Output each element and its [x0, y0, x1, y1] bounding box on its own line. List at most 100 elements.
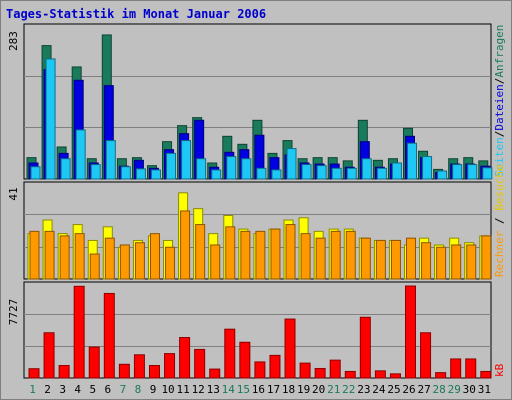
legend-separator: / — [493, 131, 506, 138]
bar-kb — [58, 364, 70, 379]
legend-anfragen: Anfragen — [493, 25, 506, 78]
bar-seiten — [181, 140, 192, 180]
bar-seiten — [241, 158, 252, 180]
day-label: 29 — [448, 383, 461, 396]
bar-seiten — [467, 164, 478, 180]
day-label: 25 — [387, 383, 400, 396]
bar-kb — [28, 368, 40, 379]
bar-kb — [148, 364, 160, 379]
bar-seiten — [105, 140, 116, 180]
bar-seiten — [301, 164, 312, 180]
bar-rechner — [451, 244, 462, 280]
bar-kb — [224, 328, 236, 379]
bar-seiten — [286, 148, 297, 180]
day-label: 12 — [192, 383, 205, 396]
bar-kb — [359, 316, 371, 379]
bar-rechner — [390, 239, 401, 280]
day-label: 4 — [74, 383, 81, 396]
bar-kb — [88, 346, 100, 379]
day-label: 30 — [463, 383, 476, 396]
day-label: 23 — [357, 383, 370, 396]
legend-separator: / — [493, 211, 506, 231]
bar-seiten — [376, 167, 387, 180]
bar-seiten — [30, 166, 41, 180]
bar-kb — [284, 318, 296, 379]
bar-rechner — [240, 230, 251, 280]
bar-seiten — [196, 158, 207, 180]
page-title: Tages-Statistik im Monat Januar 2006 — [6, 7, 267, 21]
bar-seiten — [60, 158, 71, 180]
bar-rechner — [119, 244, 130, 280]
bar-kb — [465, 358, 477, 379]
day-label: 6 — [105, 383, 112, 396]
day-label: 9 — [150, 383, 157, 396]
bar-rechner — [74, 233, 85, 280]
legend-dateien: Dateien — [493, 84, 506, 130]
bar-kb — [164, 353, 176, 379]
bar-rechner — [300, 233, 311, 280]
bar-seiten — [482, 167, 493, 180]
bar-seiten — [361, 158, 372, 180]
bar-seiten — [316, 165, 327, 180]
bar-kb — [299, 362, 311, 379]
bar-rechner — [421, 242, 432, 280]
bar-seiten — [422, 156, 433, 180]
day-label: 26 — [402, 383, 415, 396]
day-label: 2 — [44, 383, 51, 396]
bar-kb — [405, 285, 416, 379]
bar-kb — [239, 341, 251, 379]
legend-separator: / — [493, 78, 506, 85]
bar-rechner — [466, 244, 477, 280]
day-label: 19 — [297, 383, 310, 396]
bar-kb — [254, 361, 266, 379]
bar-seiten — [135, 168, 146, 180]
max-value-label: 41 — [7, 187, 20, 200]
bar-kb — [209, 368, 221, 379]
bar-seiten — [150, 169, 161, 180]
bar-kb — [329, 359, 341, 379]
bar-kb — [133, 354, 145, 379]
bar-rechner — [406, 237, 416, 280]
bar-seiten — [166, 152, 177, 180]
bar-seiten — [391, 162, 402, 180]
day-label: 22 — [342, 383, 355, 396]
legend-besuche: Besuche — [493, 164, 506, 210]
bar-rechner — [360, 237, 371, 280]
bar-rechner — [44, 230, 55, 280]
bar-seiten — [437, 170, 448, 180]
bar-seiten — [90, 164, 101, 180]
bar-rechner — [225, 226, 236, 280]
bar-seiten — [211, 169, 222, 180]
bar-rechner — [134, 242, 145, 280]
day-label: 10 — [161, 383, 174, 396]
bar-rechner — [330, 230, 341, 280]
bar-kb — [103, 292, 115, 379]
bar-rechner — [29, 230, 40, 280]
bar-rechner — [270, 228, 281, 280]
bar-kb — [435, 372, 447, 379]
legend-kb: kB — [493, 363, 506, 377]
bar-rechner — [210, 244, 221, 280]
bar-rechner — [149, 233, 160, 280]
day-label: 3 — [59, 383, 66, 396]
day-label: 21 — [327, 383, 340, 396]
day-label: 5 — [89, 383, 96, 396]
bar-rechner — [255, 230, 266, 280]
bar-rechner — [315, 237, 326, 280]
bar-seiten — [331, 167, 342, 180]
day-label: 31 — [478, 383, 491, 396]
bar-kb — [420, 332, 432, 379]
legend-rechner: Rechner — [493, 230, 506, 277]
legend-label: Seiten/Dateien/Anfragen — [493, 25, 506, 177]
day-label: 20 — [312, 383, 325, 396]
bar-rechner — [165, 246, 176, 280]
bar-seiten — [407, 142, 417, 180]
day-label: 27 — [417, 383, 430, 396]
day-label: 14 — [222, 383, 236, 396]
bar-seiten — [226, 156, 237, 180]
bar-rechner — [436, 246, 447, 280]
bar-rechner — [104, 237, 115, 280]
day-label: 7 — [120, 383, 127, 396]
